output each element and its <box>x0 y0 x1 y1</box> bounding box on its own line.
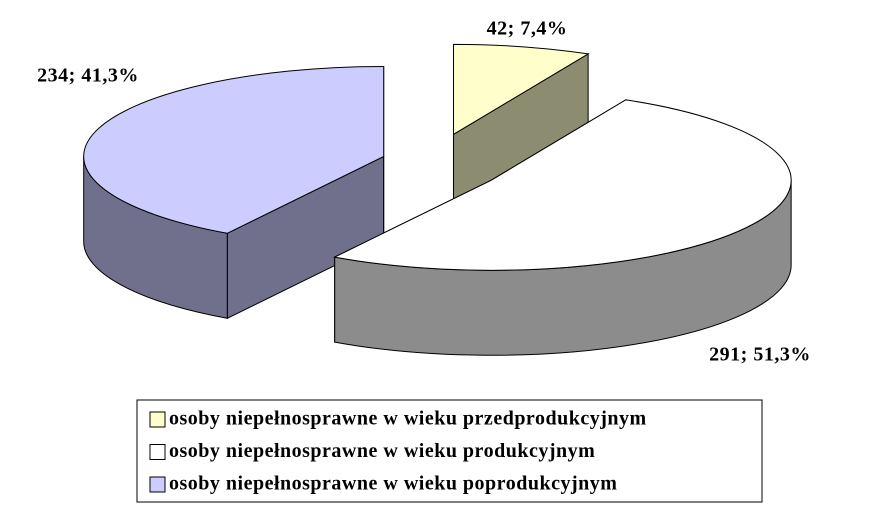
legend-swatch <box>149 411 166 428</box>
legend-swatch <box>149 476 166 493</box>
slice-top <box>452 43 590 136</box>
slice <box>333 98 792 356</box>
legend-label: osoby niepełnosprawne w wieku poprodukcy… <box>169 473 617 495</box>
data-label: 42; 7,4% <box>487 18 568 40</box>
legend-label: osoby niepełnosprawne w wieku przedprodu… <box>169 408 647 430</box>
data-label: 234; 41,3% <box>37 65 139 87</box>
slice-top <box>333 99 792 271</box>
slice-top <box>83 65 385 234</box>
slice <box>83 65 385 320</box>
legend-label: osoby niepełnosprawne w wieku produkcyjn… <box>169 440 595 462</box>
data-label: 291; 51,3% <box>709 344 811 366</box>
legend-swatch <box>149 444 166 460</box>
legend-box <box>136 399 763 503</box>
slice <box>452 43 590 221</box>
